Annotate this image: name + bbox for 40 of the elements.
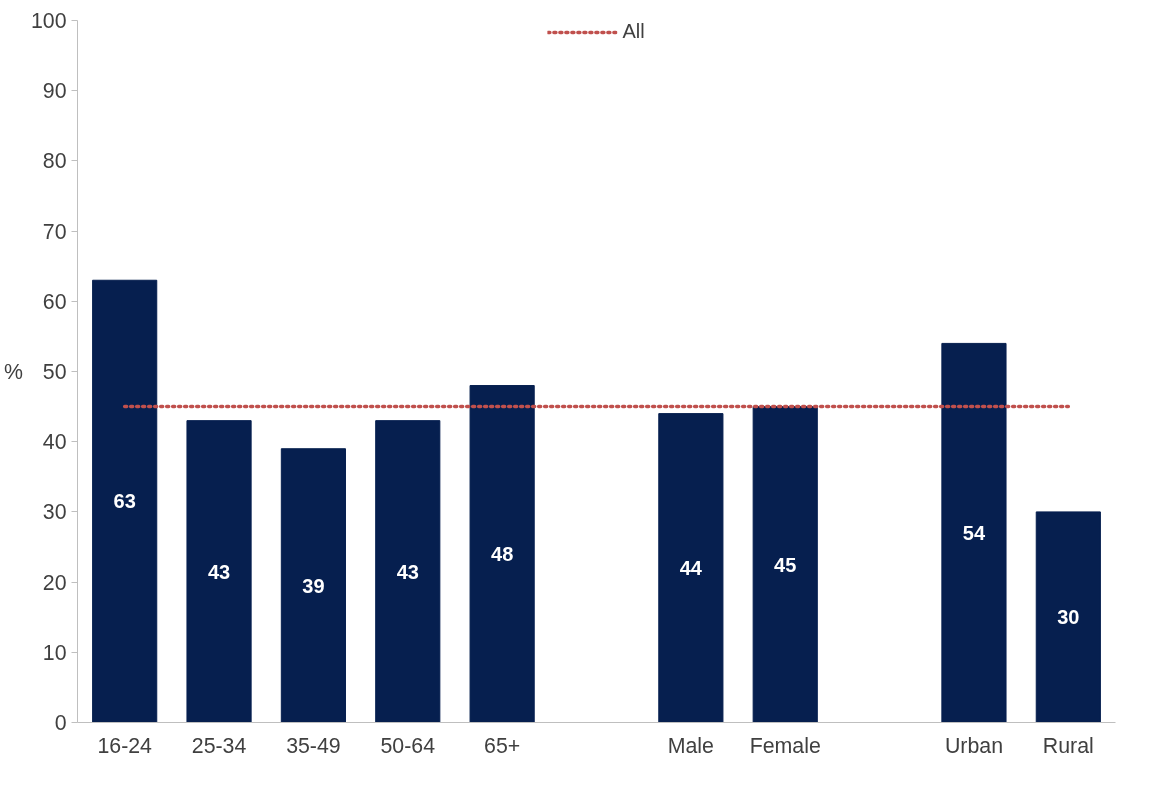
data-label: 44 (679, 557, 703, 580)
data-label: 45 (774, 553, 797, 576)
x-tick-label: 50-64 (380, 733, 436, 758)
bar (658, 413, 724, 723)
y-tick-label: 60 (42, 289, 67, 314)
bar (469, 385, 535, 723)
bar (186, 420, 252, 723)
bar (752, 406, 818, 723)
data-label: 54 (962, 521, 986, 544)
data-label: 43 (207, 560, 231, 583)
x-tick-label: Urban (944, 733, 1003, 758)
x-tick-label: Male (667, 733, 714, 758)
y-tick-label: 90 (42, 79, 67, 104)
y-tick-label: 100 (30, 9, 67, 33)
y-tick-label: 10 (42, 640, 67, 665)
y-tick-label: 40 (42, 430, 67, 455)
y-tick-label: 70 (42, 219, 67, 244)
data-label: 63 (113, 490, 136, 513)
data-label: 48 (491, 543, 514, 566)
data-label: 30 (1057, 606, 1080, 629)
x-tick-label: 16-24 (97, 733, 153, 758)
bar (280, 448, 346, 723)
y-tick-label: 30 (42, 500, 67, 525)
y-tick-label: 0 (54, 711, 67, 735)
x-tick-label: 25-34 (191, 733, 247, 758)
x-tick-label: Rural (1042, 733, 1094, 758)
bar (1035, 511, 1101, 723)
y-axis-title: % (3, 359, 23, 384)
y-tick-label: 80 (42, 149, 67, 174)
x-tick-label: 65+ (484, 733, 521, 758)
bar (92, 279, 158, 723)
y-tick-label: 20 (42, 570, 67, 595)
y-tick-label: 50 (42, 360, 67, 384)
x-tick-label: 35-49 (286, 733, 341, 758)
bar (375, 420, 441, 723)
x-tick-label: Female (749, 733, 821, 758)
data-label: 43 (396, 560, 419, 583)
data-label: 39 (302, 574, 325, 597)
bar (941, 342, 1007, 723)
legend-label: All (622, 20, 645, 43)
